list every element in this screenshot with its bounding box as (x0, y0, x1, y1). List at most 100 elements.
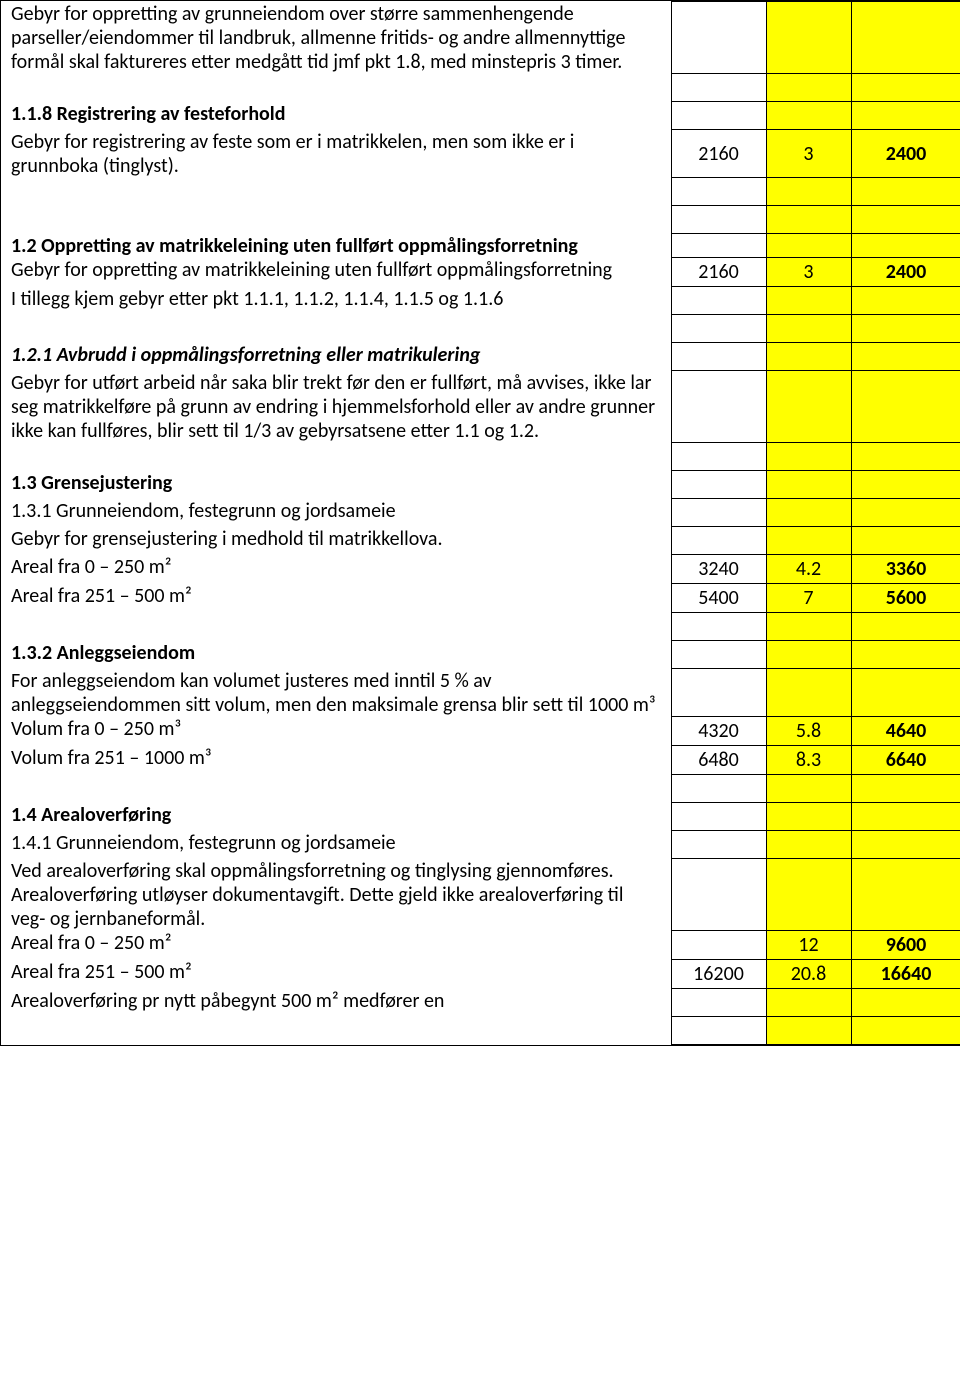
description-cell: Areal fra 0 – 250 m² (1, 555, 671, 584)
description-text: 1.2.1 Avbrudd i oppmålingsforretning ell… (11, 343, 480, 367)
c3-cell (851, 443, 960, 471)
table-row: Areal fra 251 – 500 m²1620020.816640 (1, 960, 960, 989)
c2-cell (766, 499, 851, 527)
table-row: Areal fra 251 – 500 m²540075600 (1, 584, 960, 613)
description-cell: 1.2 Oppretting av matrikkeleining uten f… (1, 234, 671, 258)
c1-cell (671, 371, 766, 443)
c3-cell (851, 74, 960, 102)
c3-cell: 6640 (851, 746, 960, 775)
table-row: Volum fra 251 – 1000 m³64808.36640 (1, 746, 960, 775)
c3-cell (851, 859, 960, 931)
c1-cell (671, 102, 766, 130)
c2-cell (766, 527, 851, 555)
c1-cell (671, 613, 766, 641)
c2-cell (766, 343, 851, 371)
c1-cell (671, 931, 766, 960)
c3-cell (851, 343, 960, 371)
c2-cell: 20.8 (766, 960, 851, 989)
c2-cell: 4.2 (766, 555, 851, 584)
c2-cell (766, 315, 851, 343)
c2-cell: 5.8 (766, 717, 851, 746)
c2-cell (766, 206, 851, 234)
c2-cell: 12 (766, 931, 851, 960)
table-row: Ved arealoverføring skal oppmålingsforre… (1, 859, 960, 931)
description-cell (1, 613, 671, 641)
c3-cell: 16640 (851, 960, 960, 989)
c2-cell (766, 443, 851, 471)
table-row (1, 775, 960, 803)
c1-cell (671, 178, 766, 206)
description-text: Ved arealoverføring skal oppmålingsforre… (11, 859, 623, 931)
c3-cell: 5600 (851, 584, 960, 613)
c2-cell (766, 178, 851, 206)
c2-cell (766, 989, 851, 1017)
c1-cell (671, 343, 766, 371)
c1-cell: 3240 (671, 555, 766, 584)
c2-cell (766, 74, 851, 102)
description-text: Gebyr for utført arbeid når saka blir tr… (11, 371, 655, 443)
description-text: 1.4 Arealoverføring (11, 803, 171, 827)
c2-cell (766, 641, 851, 669)
c1-cell (671, 989, 766, 1017)
c1-cell: 4320 (671, 717, 766, 746)
c2-cell (766, 287, 851, 315)
description-text: Gebyr for grensejustering i medhold til … (11, 527, 443, 551)
description-cell: 1.4.1 Grunneiendom, festegrunn og jordsa… (1, 831, 671, 859)
table-row (1, 206, 960, 234)
table-row: 1.2.1 Avbrudd i oppmålingsforretning ell… (1, 343, 960, 371)
fee-table: Gebyr for oppretting av grunneiendom ove… (1, 1, 960, 1045)
c1-cell: 5400 (671, 584, 766, 613)
description-text: 1.1.8 Registrering av festeforhold (11, 102, 285, 126)
c3-cell (851, 641, 960, 669)
c3-cell (851, 102, 960, 130)
description-cell: For anleggseiendom kan volumet justeres … (1, 669, 671, 717)
table-row: Gebyr for registrering av feste som er i… (1, 130, 960, 178)
c2-cell (766, 2, 851, 74)
c1-cell: 2160 (671, 258, 766, 287)
description-cell: Volum fra 251 – 1000 m³ (1, 746, 671, 775)
table-row: 1.3 Grensejustering (1, 471, 960, 499)
c3-cell (851, 831, 960, 859)
table-row: 1.2 Oppretting av matrikkeleining uten f… (1, 234, 960, 258)
c3-cell (851, 775, 960, 803)
c3-cell (851, 803, 960, 831)
c2-cell: 7 (766, 584, 851, 613)
c3-cell (851, 371, 960, 443)
c2-cell (766, 775, 851, 803)
c3-cell (851, 613, 960, 641)
description-cell: 1.3 Grensejustering (1, 471, 671, 499)
table-row: Areal fra 0 – 250 m² 32404.23360 (1, 555, 960, 584)
description-cell: Gebyr for oppretting av matrikkeleining … (1, 258, 671, 287)
c3-cell: 4640 (851, 717, 960, 746)
description-text: 1.3 Grensejustering (11, 471, 172, 495)
description-cell: Gebyr for oppretting av grunneiendom ove… (1, 2, 671, 74)
c3-cell: 3360 (851, 555, 960, 584)
description-cell: 1.1.8 Registrering av festeforhold (1, 102, 671, 130)
table-row (1, 613, 960, 641)
c1-cell: 2160 (671, 130, 766, 178)
c3-cell (851, 669, 960, 717)
table-row: Gebyr for oppretting av grunneiendom ove… (1, 2, 960, 74)
c2-cell: 3 (766, 130, 851, 178)
c1-cell (671, 859, 766, 931)
c3-cell (851, 527, 960, 555)
table-row (1, 315, 960, 343)
description-cell: I tillegg kjem gebyr etter pkt 1.1.1, 1.… (1, 287, 671, 315)
description-cell (1, 74, 671, 102)
table-row (1, 1017, 960, 1045)
description-text: 1.3.2 Anleggseiendom (11, 641, 195, 665)
description-cell: Areal fra 251 – 500 m² (1, 960, 671, 989)
table-row: Arealoverføring pr nytt påbegynt 500 m² … (1, 989, 960, 1017)
table-row (1, 178, 960, 206)
c2-cell (766, 669, 851, 717)
c2-cell (766, 371, 851, 443)
description-text: 1.4.1 Grunneiendom, festegrunn og jordsa… (11, 831, 396, 855)
description-text: 1.3.1 Grunneiendom, festegrunn og jordsa… (11, 499, 396, 523)
c1-cell (671, 234, 766, 258)
description-text: Areal fra 0 – 250 m² (11, 555, 171, 579)
c1-cell: 6480 (671, 746, 766, 775)
c1-cell (671, 74, 766, 102)
description-text: Volum fra 251 – 1000 m³ (11, 746, 212, 770)
c3-cell (851, 234, 960, 258)
c3-cell (851, 499, 960, 527)
